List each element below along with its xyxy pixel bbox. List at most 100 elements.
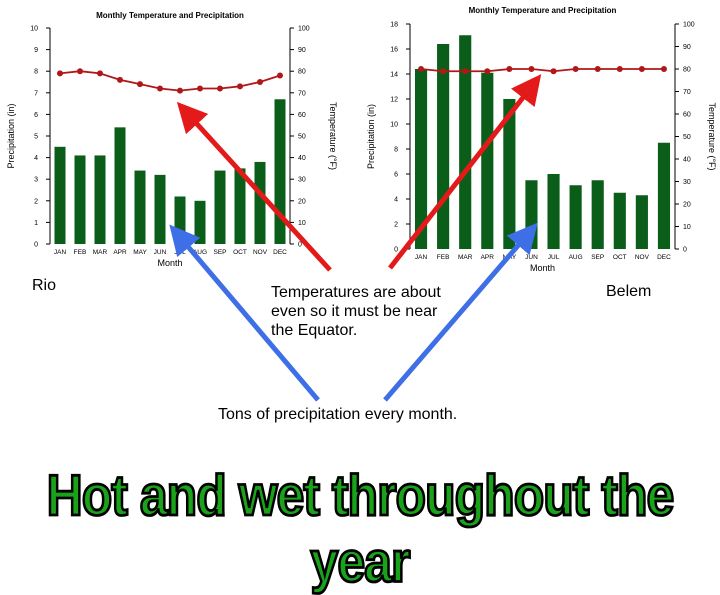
- temperature-point: [237, 83, 243, 90]
- precipitation-bar: [214, 170, 226, 244]
- left-axis-tick-label: 6: [394, 172, 398, 179]
- month-tick-label: JAN: [415, 254, 428, 261]
- temperature-point: [572, 66, 579, 72]
- right-axis-tick-label: 20: [298, 198, 306, 205]
- month-tick-label: FEB: [437, 254, 450, 261]
- precipitation-bar: [94, 155, 106, 244]
- month-tick-label: JUN: [154, 249, 167, 256]
- left-axis-tick-label: 18: [390, 22, 398, 29]
- belem-label: Belem: [606, 283, 652, 300]
- temperature-point: [277, 72, 283, 79]
- month-tick-label: MAY: [503, 254, 517, 261]
- x-axis-label: Month: [157, 258, 182, 268]
- left-axis-tick-label: 8: [34, 69, 38, 76]
- temperature-point: [616, 66, 623, 72]
- precipitation-bar: [437, 44, 450, 249]
- month-tick-label: NOV: [253, 249, 268, 256]
- month-tick-label: JUN: [525, 254, 538, 261]
- month-tick-label: APR: [113, 249, 127, 256]
- right-axis-tick-label: 80: [298, 69, 306, 76]
- temperature-point: [197, 85, 203, 92]
- right-axis-tick-label: 60: [683, 112, 691, 119]
- chart-title: Monthly Temperature and Precipitation: [469, 6, 617, 15]
- left-axis-tick-label: 7: [34, 90, 38, 97]
- right-axis-tick-label: 10: [683, 224, 691, 231]
- chart-title: Monthly Temperature and Precipitation: [96, 11, 244, 20]
- precipitation-bar: [254, 161, 266, 244]
- month-tick-label: OCT: [233, 249, 247, 256]
- headline: Hot and wet throughout the year: [45, 462, 675, 595]
- month-tick-label: FEB: [74, 249, 87, 256]
- left-axis-label: Precipitation (in): [366, 104, 376, 169]
- right-axis-tick-label: 90: [683, 44, 691, 51]
- left-axis-tick-label: 4: [34, 155, 38, 162]
- left-axis-label: Precipitation (in): [6, 103, 16, 168]
- left-axis-tick-label: 14: [390, 72, 398, 79]
- left-axis-tick-label: 12: [390, 97, 398, 104]
- temperature-point: [506, 66, 513, 72]
- temperature-point: [528, 66, 535, 72]
- temperature-line: [420, 68, 664, 73]
- right-axis-tick-label: 40: [683, 157, 691, 164]
- month-tick-label: MAR: [93, 249, 108, 256]
- month-tick-label: JUL: [548, 254, 560, 261]
- precipitation-bar: [414, 69, 428, 249]
- left-axis-tick-label: 9: [34, 47, 38, 54]
- left-axis-tick-label: 10: [390, 122, 398, 129]
- left-axis-tick-label: 5: [34, 134, 38, 141]
- temperature-point: [177, 87, 183, 94]
- precipitation-bar: [134, 170, 146, 244]
- left-axis-tick-label: 2: [394, 222, 398, 229]
- precipitation-bar: [234, 168, 246, 244]
- precipitation-bar: [569, 185, 582, 249]
- temperature-point: [257, 79, 263, 85]
- left-axis-tick-label: 10: [30, 26, 38, 33]
- month-tick-label: JUL: [174, 249, 186, 256]
- month-tick-label: MAY: [133, 249, 147, 256]
- right-axis-tick-label: 20: [683, 202, 691, 209]
- temperature-point: [462, 68, 469, 75]
- temperature-point: [660, 66, 667, 72]
- right-axis-tick-label: 70: [683, 89, 691, 96]
- month-tick-label: OCT: [613, 254, 627, 261]
- left-axis-tick-label: 0: [34, 242, 38, 249]
- precipitation-bar: [525, 180, 538, 249]
- precipitation-bar: [174, 196, 186, 244]
- precipitation-bar: [657, 142, 671, 249]
- right-axis-tick-label: 100: [298, 26, 310, 33]
- precipitation-bar: [74, 155, 86, 244]
- month-tick-label: DEC: [657, 254, 671, 261]
- temperature-line: [59, 70, 281, 92]
- left-axis-tick-label: 3: [34, 177, 38, 184]
- right-axis-tick-label: 10: [298, 220, 306, 227]
- precipitation-bar: [114, 127, 126, 244]
- left-axis-tick-label: 16: [390, 47, 398, 54]
- month-tick-label: NOV: [635, 254, 650, 261]
- temperature-point: [418, 66, 425, 72]
- temperature-point: [638, 66, 645, 72]
- left-axis-tick-label: 8: [394, 147, 398, 154]
- rio-label: Rio: [32, 277, 57, 294]
- right-axis-label: Temperature (°F): [328, 102, 338, 170]
- month-tick-label: SEP: [213, 249, 226, 256]
- left-axis-tick-label: 1: [34, 220, 38, 227]
- precipitation-bar: [547, 174, 560, 249]
- right-axis-tick-label: 70: [298, 90, 306, 97]
- right-axis-tick-label: 60: [298, 112, 306, 119]
- month-tick-label: APR: [481, 254, 495, 261]
- left-axis-tick-label: 2: [34, 198, 38, 205]
- temperature-note: Temperatures are about even so it must b…: [271, 284, 441, 339]
- right-axis-tick-label: 0: [683, 247, 687, 254]
- right-axis-tick-label: 50: [298, 134, 306, 141]
- temperature-point: [484, 68, 491, 75]
- temperature-point: [594, 66, 601, 72]
- right-axis-tick-label: 30: [683, 179, 691, 186]
- temperature-point: [217, 85, 223, 92]
- month-tick-label: MAR: [458, 254, 473, 261]
- belem-climate-chart: Monthly Temperature and Precipitation 0 2 4…: [366, 6, 717, 273]
- temperature-point: [97, 70, 103, 77]
- right-axis-label: Temperature (°F): [707, 102, 717, 170]
- precipitation-bar: [635, 195, 648, 249]
- right-axis-tick-label: 0: [298, 242, 302, 249]
- rio-climate-chart: Monthly Temperature and Precipitation 0 1 2…: [6, 11, 338, 268]
